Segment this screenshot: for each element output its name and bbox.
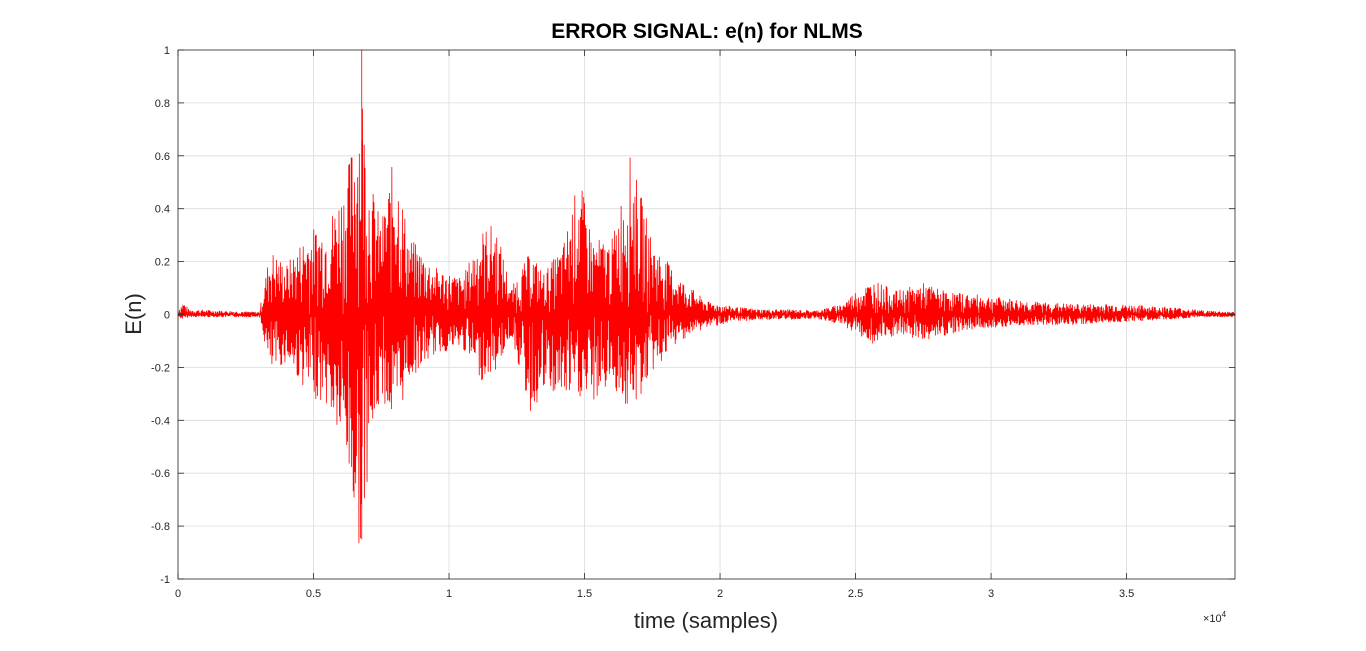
axis-ticks [177,49,1235,580]
x-exponent-base: ×10 [1203,613,1222,625]
y-tick-label: 1 [164,45,170,57]
x-tick-label: 3 [988,588,994,600]
x-tick-label: 2 [717,588,723,600]
y-tick-label: -1 [160,574,170,586]
y-tick-label: -0.2 [151,362,170,374]
x-tick-label: 3.5 [1119,588,1134,600]
x-tick-label: 0.5 [306,588,321,600]
x-axis-label: time (samples) [634,608,778,633]
y-tick-labels: -1 -0.8 -0.6 -0.4 -0.2 0 0.2 0.4 0.6 0.8 1 [151,45,170,586]
x-exponent-power: 4 [1222,610,1227,619]
signal-trace [177,50,1236,544]
x-tick-label: 2.5 [848,588,863,600]
x-tick-label: 1.5 [577,588,592,600]
y-tick-label: 0.4 [155,204,170,216]
signal-line [177,108,1236,544]
y-tick-label: 0.8 [155,98,170,110]
x-tick-label: 0 [175,588,181,600]
y-tick-label: -0.4 [151,415,170,427]
chart-title: ERROR SIGNAL: e(n) for NLMS [551,20,862,43]
x-exponent-label: ×104 [1203,610,1227,625]
y-tick-label: 0 [164,310,170,322]
y-axis-label: E(n) [121,293,146,335]
y-tick-label: -0.8 [151,521,170,533]
y-tick-label: -0.6 [151,468,170,480]
x-tick-label: 1 [446,588,452,600]
y-tick-label: 0.2 [155,257,170,269]
x-tick-labels: 0 0.5 1 1.5 2 2.5 3 3.5 [175,588,1134,600]
y-tick-label: 0.6 [155,151,170,163]
